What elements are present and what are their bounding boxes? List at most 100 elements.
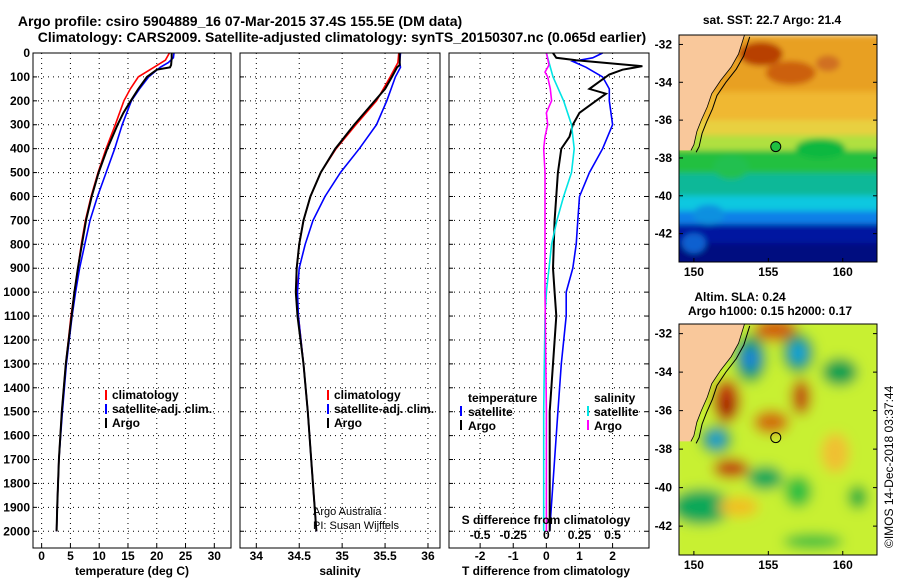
legend-swatch-s-argo <box>587 420 589 430</box>
sst-patch <box>815 55 840 72</box>
lon-tick-label: 150 <box>684 265 704 279</box>
legend-swatch-satellite <box>327 404 329 414</box>
lon-tick-label: 160 <box>833 558 853 572</box>
x-tick-label: 34 <box>250 549 264 563</box>
map-colors <box>679 324 877 555</box>
pressure-tick-label: 1800 <box>3 476 30 490</box>
temperature-xlabel: temperature (deg C) <box>75 564 189 578</box>
pressure-tick-label: 500 <box>10 166 30 180</box>
lat-tick-label: -40 <box>655 481 673 495</box>
legend-swatch-climatology <box>105 390 107 400</box>
legend-s-satellite: satellite <box>594 405 639 419</box>
pressure-tick-label: 200 <box>10 94 30 108</box>
sst-patch <box>713 155 750 180</box>
pressure-tick-label: 0 <box>23 46 30 60</box>
x-tick-label: 20 <box>150 549 164 563</box>
x-tick-label: 1 <box>576 549 583 563</box>
sla-anomaly <box>742 346 759 371</box>
sla-anomaly <box>782 533 843 550</box>
x-tick-label: 30 <box>208 549 222 563</box>
bathymetry-contour <box>695 325 751 444</box>
sla-map: -32 -34 -36 -38 -40 -42 150 155 160 <box>655 323 878 572</box>
x-tick-label: 25 <box>179 549 193 563</box>
pressure-tick-label: 1700 <box>3 453 30 467</box>
sst-map-title: sat. SST: 22.7 Argo: 21.4 <box>703 13 842 27</box>
pressure-tick-label: 1000 <box>3 285 30 299</box>
lat-tick-label: -38 <box>655 442 673 456</box>
pressure-tick-label: 1200 <box>3 333 30 347</box>
sla-anomaly <box>718 496 759 517</box>
pressure-tick-label: 1100 <box>4 309 30 323</box>
coastline <box>690 324 745 442</box>
difference-panel: -2 -1 0 1 2 -0.5 -0.25 0 0.25 0.5 <box>448 52 650 563</box>
legend-climatology: climatology <box>334 388 401 402</box>
x-tick-label: 15 <box>121 549 135 563</box>
legend-climatology: climatology <box>112 388 179 402</box>
bathymetry-contour <box>695 36 751 153</box>
legend-swatch-climatology <box>327 390 329 400</box>
t-difference-xlabel: T difference from climatology <box>462 564 630 578</box>
pressure-axis: 0 100 200 300 400 500 600 700 800 900 1000 1100 1200… <box>3 46 30 538</box>
x-tick-label: -2 <box>475 549 486 563</box>
pressure-tick-label: 300 <box>10 118 30 132</box>
sla-anomaly <box>784 475 813 508</box>
pressure-tick-label: 1300 <box>3 357 30 371</box>
lon-tick-label: 160 <box>833 265 853 279</box>
sla-anomaly <box>719 396 734 417</box>
map-frame <box>678 34 878 263</box>
credit-line2: PI: Susan Wijffels <box>313 520 399 532</box>
pressure-tick-label: 1500 <box>3 405 30 419</box>
sla-anomaly <box>679 488 732 525</box>
pressure-tick-label: 1900 <box>3 500 30 514</box>
x-tick-label: 2 <box>609 549 616 563</box>
legend-swatch-t-argo <box>460 420 462 430</box>
panel-frame <box>448 52 650 549</box>
legend-s-argo: Argo <box>594 419 622 433</box>
series-line-t-satellite <box>548 52 614 532</box>
legend-salinity-title: salinity <box>594 391 636 405</box>
lon-tick-label: 155 <box>758 558 778 572</box>
salinity-xlabel: salinity <box>319 564 361 578</box>
salinity-legend: climatology satellite-adj. clim. Argo <box>327 388 434 430</box>
lat-tick-label: -38 <box>655 151 673 165</box>
pressure-tick-label: 1400 <box>3 381 30 395</box>
x-tick-label: 10 <box>93 549 107 563</box>
legend-swatch-s-satellite <box>587 406 589 416</box>
sst-band <box>679 195 877 213</box>
legend-temperature-title: temperature <box>468 391 538 405</box>
series-line-t-argo <box>548 52 643 532</box>
sla-anomaly <box>791 379 812 416</box>
temperature-legend: climatology satellite-adj. clim. Argo <box>105 388 212 430</box>
coastline <box>690 35 745 151</box>
sst-patch <box>765 60 816 85</box>
land-australia <box>679 35 745 151</box>
legend-satellite-adj: satellite-adj. clim. <box>112 402 212 416</box>
x-tick-label: 35.5 <box>373 549 397 563</box>
map-field <box>679 324 877 555</box>
s-difference-xlabel: S difference from climatology <box>462 513 631 527</box>
sst-band <box>679 210 877 227</box>
lon-tick-label: 150 <box>684 558 704 572</box>
sla-anomaly <box>713 458 750 479</box>
x-tick-label: 5 <box>67 549 74 563</box>
sla-anomaly <box>753 410 790 435</box>
lat-tick-label: -32 <box>655 327 673 341</box>
sst-band <box>679 120 877 138</box>
lat-tick-label: -34 <box>655 75 673 89</box>
lat-tick-label: -32 <box>655 37 673 51</box>
sst-band <box>679 150 877 176</box>
sst-patch <box>738 41 783 66</box>
x-tick-label: 0 <box>38 549 45 563</box>
sla-anomaly <box>821 358 858 387</box>
legend-t-argo: Argo <box>468 419 496 433</box>
sst-band <box>679 173 877 198</box>
legend-t-satellite: satellite <box>468 405 513 419</box>
x-tick-label: 34.5 <box>288 549 312 563</box>
pressure-tick-label: 2000 <box>3 524 30 538</box>
argo-float-marker <box>770 432 782 444</box>
legend-swatch-satellite <box>105 404 107 414</box>
sst-band <box>679 243 877 262</box>
figure-title-line1: Argo profile: csiro 5904889_16 07-Mar-20… <box>18 13 462 29</box>
panel-frame <box>32 52 232 549</box>
credit-line1: Argo Australia <box>313 506 382 518</box>
